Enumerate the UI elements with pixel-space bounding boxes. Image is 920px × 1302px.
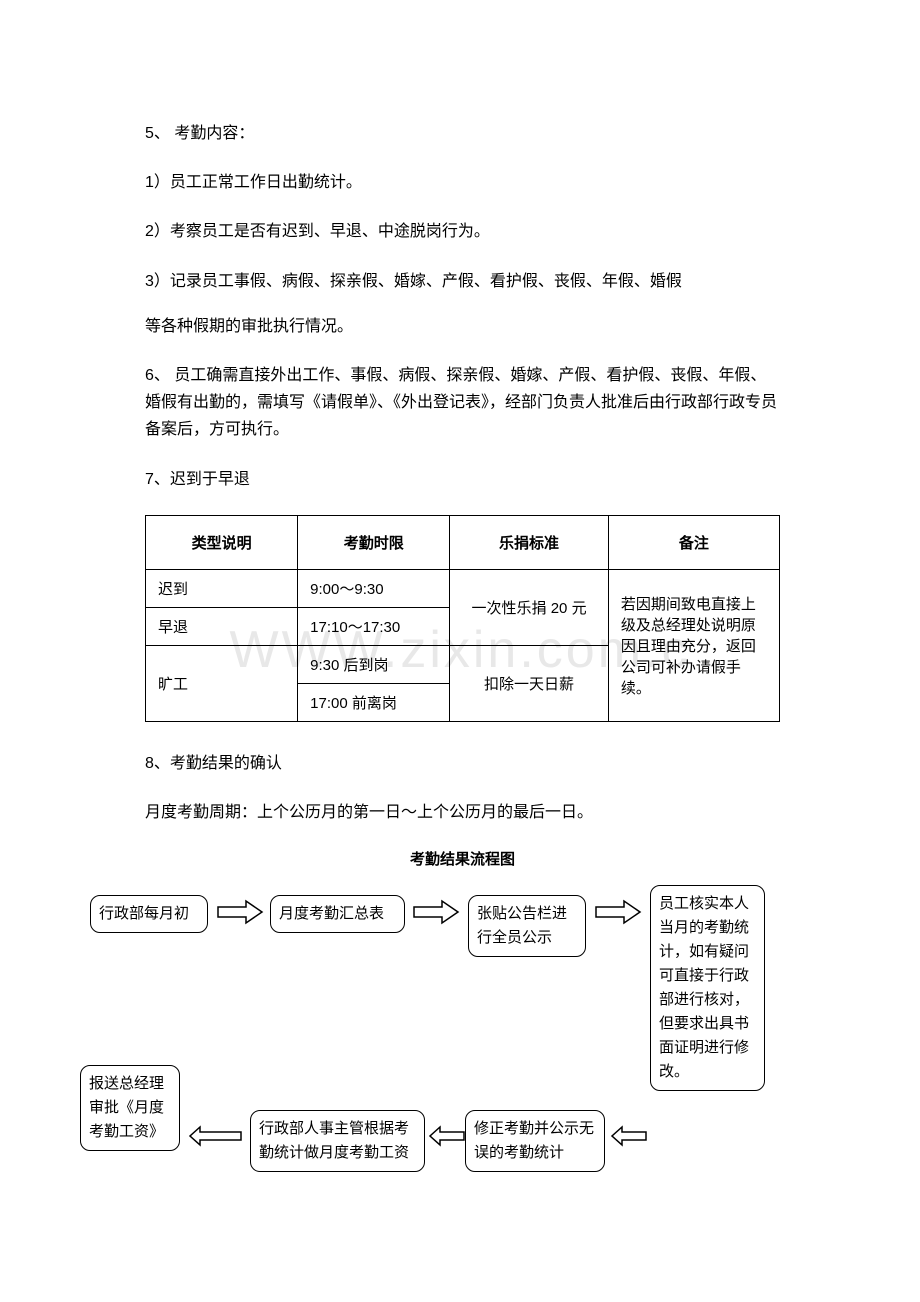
- attendance-rules-table: 类型说明 考勤时限 乐捐标准 备注 迟到 9:00～9:30 一次性乐捐 20 …: [145, 515, 780, 722]
- cell-early-time: 17:10～17:30: [298, 607, 450, 645]
- cell-absent-time1: 9:30 后到岗: [298, 645, 450, 683]
- cell-absent: 旷工: [146, 645, 298, 721]
- table-row: 迟到 9:00～9:30 一次性乐捐 20 元 若因期间致电直接上级及总经理处说…: [146, 569, 780, 607]
- cell-absent-time2: 17:00 前离岗: [298, 683, 450, 721]
- document-content: 5、 考勤内容： 1）员工正常工作日出勤统计。 2）考察员工是否有迟到、早退、中…: [145, 120, 780, 1225]
- th-type: 类型说明: [146, 515, 298, 569]
- para-5-heading: 5、 考勤内容：: [145, 120, 780, 147]
- flow-box-4: 员工核实本人当月的考勤统计，如有疑问可直接于行政部进行核对，但要求出具书面证明进…: [650, 885, 765, 1091]
- para-5-item2: 2）考察员工是否有迟到、早退、中途脱岗行为。: [145, 218, 780, 245]
- cell-note: 若因期间致电直接上级及总经理处说明原因且理由充分，返回公司可补办请假手续。: [608, 569, 779, 721]
- flowchart: 行政部每月初 月度考勤汇总表 张贴公告栏进行全员公示 员工核实本人当月的考勤统计…: [90, 895, 750, 1225]
- cell-penalty2: 扣除一天日薪: [450, 645, 609, 721]
- th-time: 考勤时限: [298, 515, 450, 569]
- cell-penalty1: 一次性乐捐 20 元: [450, 569, 609, 645]
- para-9: 月度考勤周期：上个公历月的第一日～上个公历月的最后一日。: [145, 799, 780, 826]
- para-7: 7、迟到于早退: [145, 466, 780, 493]
- flow-box-5: 修正考勤并公示无误的考勤统计: [465, 1110, 605, 1172]
- para-5-item3a: 3）记录员工事假、病假、探亲假、婚嫁、产假、看护假、丧假、年假、婚假: [145, 268, 780, 295]
- arrow-right-icon: [412, 899, 460, 925]
- table-header-row: 类型说明 考勤时限 乐捐标准 备注: [146, 515, 780, 569]
- arrow-left-icon: [428, 1125, 466, 1147]
- flow-box-3: 张贴公告栏进行全员公示: [468, 895, 586, 957]
- para-6: 6、 员工确需直接外出工作、事假、病假、探亲假、婚嫁、产假、看护假、丧假、年假、…: [145, 362, 780, 444]
- cell-late: 迟到: [146, 569, 298, 607]
- arrow-left-icon: [188, 1125, 243, 1147]
- th-standard: 乐捐标准: [450, 515, 609, 569]
- arrow-left-icon: [610, 1125, 648, 1147]
- para-5-item1: 1）员工正常工作日出勤统计。: [145, 169, 780, 196]
- arrow-right-icon: [594, 899, 642, 925]
- arrow-right-icon: [216, 899, 264, 925]
- flow-box-7: 报送总经理审批《月度考勤工资》: [80, 1065, 180, 1151]
- para-5-item3b: 等各种假期的审批执行情况。: [145, 313, 780, 340]
- flow-box-6: 行政部人事主管根据考勤统计做月度考勤工资: [250, 1110, 425, 1172]
- para-8: 8、考勤结果的确认: [145, 750, 780, 777]
- flow-box-1: 行政部每月初: [90, 895, 208, 933]
- th-note: 备注: [608, 515, 779, 569]
- cell-late-time: 9:00～9:30: [298, 569, 450, 607]
- flow-box-2: 月度考勤汇总表: [270, 895, 405, 933]
- flowchart-title: 考勤结果流程图: [145, 848, 780, 869]
- cell-early: 早退: [146, 607, 298, 645]
